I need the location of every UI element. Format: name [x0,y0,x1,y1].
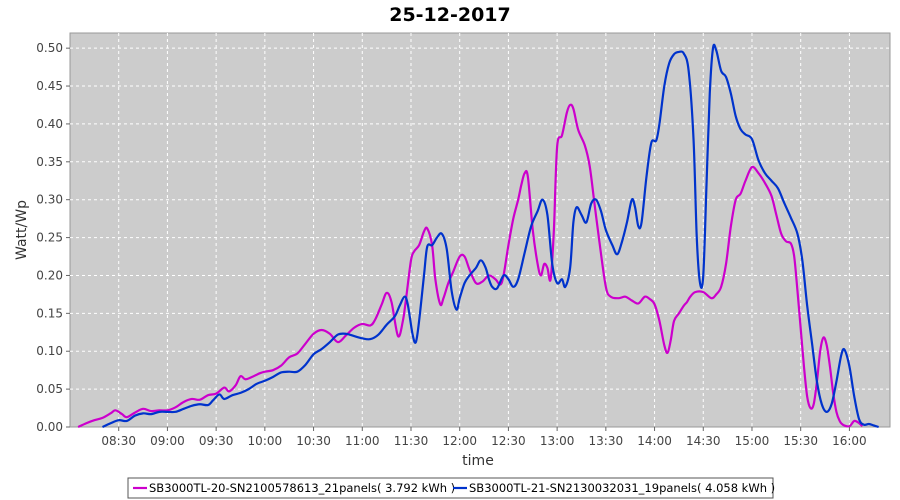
x-tick-label: 13:30 [589,434,624,448]
y-tick-label: 0.15 [36,306,63,320]
legend-box [127,477,774,499]
legend: SB3000TL-20-SN2100578613_21panels( 3.792… [127,477,775,499]
y-axis: 0.00 0.05 0.10 0.15 0.20 0.25 0.30 0.35 0.40 0.45… [36,41,70,434]
series-layer [77,43,879,429]
y-tick-label: 0.20 [36,268,63,282]
y-tick-label: 0.00 [36,420,63,434]
y-tick-label: 0.05 [36,382,63,396]
x-tick-label: 10:30 [296,434,331,448]
grid-lines [70,33,890,427]
x-tick-label: 08:30 [101,434,136,448]
x-tick-label: 15:30 [783,434,818,448]
y-tick-label: 0.45 [36,79,63,93]
x-tick-label: 11:00 [345,434,380,448]
series-line-1 [77,103,864,428]
x-tick-label: 09:30 [199,434,234,448]
y-tick-label: 0.40 [36,117,63,131]
x-axis-label: time [462,453,494,469]
chart-title: 25-12-2017 [389,4,511,26]
x-tick-label: 14:00 [637,434,672,448]
x-tick-label: 14:30 [686,434,721,448]
x-tick-label: 16:00 [832,434,867,448]
x-tick-label: 12:00 [442,434,477,448]
x-tick-label: 11:30 [394,434,429,448]
y-axis-label: Watt/Wp [14,200,30,260]
x-tick-label: 15:00 [735,434,770,448]
y-tick-label: 0.35 [36,155,63,169]
y-tick-label: 0.50 [36,41,63,55]
x-tick-label: 10:00 [248,434,283,448]
x-tick-label: 12:30 [491,434,526,448]
legend-label-series-1: SB3000TL-20-SN2100578613_21panels( 3.792… [149,481,455,495]
plot-area [69,32,891,428]
x-axis: 08:30 09:00 09:30 10:00 10:30 11:00 11:30 12:00… [101,427,867,448]
y-tick-label: 0.30 [36,193,63,207]
series-line-2 [102,43,879,429]
y-tick-label: 0.10 [36,344,63,358]
legend-label-series-2: SB3000TL-21-SN2130032031_19panels( 4.058… [469,481,775,495]
x-tick-label: 09:00 [150,434,185,448]
x-tick-label: 13:00 [540,434,575,448]
y-tick-label: 0.25 [36,231,63,245]
